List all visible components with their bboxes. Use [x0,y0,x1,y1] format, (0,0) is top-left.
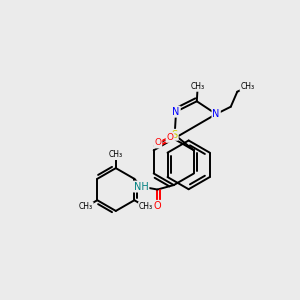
Text: S: S [172,130,178,140]
Text: O: O [154,201,161,211]
Text: CH₃: CH₃ [109,150,123,159]
Text: CH₃: CH₃ [79,202,93,211]
Text: O: O [167,133,173,142]
Text: N: N [172,107,180,117]
Text: O: O [154,139,161,148]
Text: CH₃: CH₃ [240,82,255,91]
Text: CH₃: CH₃ [139,202,153,211]
Text: NH: NH [134,182,148,192]
Text: CH₃: CH₃ [190,82,205,91]
Text: N: N [212,109,220,119]
